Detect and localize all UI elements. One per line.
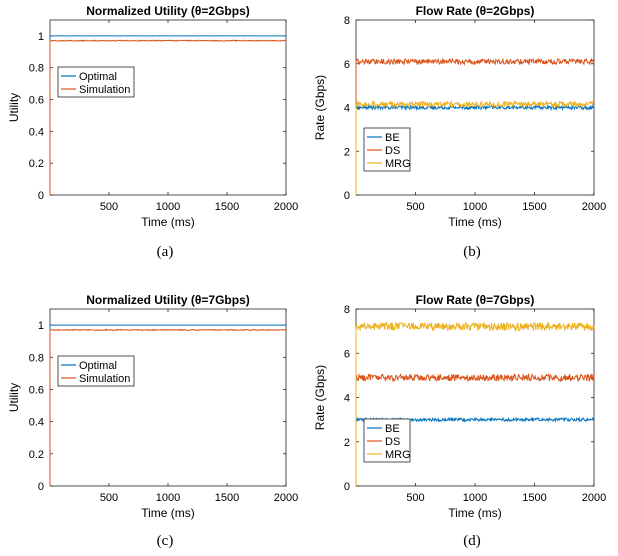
legend-label-mrg: MRG [385, 449, 411, 461]
y-tick-label: 8 [344, 304, 350, 316]
caption-b: (b) [463, 244, 481, 260]
series-line-be [355, 103, 595, 195]
y-tick-label: 2 [344, 437, 350, 449]
y-tick-label: 0.4 [29, 126, 44, 138]
series-line-optimal [49, 324, 286, 486]
legend-box [57, 355, 135, 387]
y-axis-label: Utility [7, 93, 21, 122]
caption-a: (a) [156, 244, 174, 260]
series-line-ds [355, 372, 595, 486]
x-tick-label: 1000 [463, 201, 487, 213]
legend-label-mrg: MRG [385, 158, 411, 170]
x-tick-label: 1000 [463, 492, 487, 504]
y-tick-label: 4 [344, 393, 350, 405]
legend-label-ds: DS [385, 436, 400, 448]
y-tick-label: 0.4 [29, 417, 44, 429]
axes-box [49, 308, 287, 487]
y-tick-label: 0 [344, 190, 350, 202]
x-tick-label: 1500 [522, 492, 546, 504]
y-tick-label: 6 [344, 348, 350, 360]
legend-label-simulation: Simulation [79, 373, 130, 385]
chart-panel-0: Normalized Utility (θ=2Gbps) 0 0.2 0.4 0.6 0.… [7, 4, 298, 229]
series-line-optimal [49, 35, 286, 195]
series-line-mrg [355, 99, 595, 195]
y-tick-label: 8 [344, 15, 350, 27]
x-tick-label: 1500 [522, 201, 546, 213]
legend-label-simulation: Simulation [79, 84, 130, 96]
x-tick-label: 2000 [274, 492, 298, 504]
chart-panel-2: Normalized Utility (θ=7Gbps) 0 0.2 0.4 0.6 0.… [7, 293, 298, 520]
chart-title: Flow Rate (θ=2Gbps) [416, 4, 535, 18]
y-tick-label: 6 [344, 59, 350, 71]
y-tick-label: 0.6 [29, 384, 44, 396]
y-tick-label: 0 [344, 481, 350, 493]
y-axis-label: Utility [7, 383, 21, 412]
y-tick-label: 1 [38, 320, 44, 332]
x-tick-label: 500 [406, 201, 424, 213]
x-tick-label: 500 [100, 201, 118, 213]
y-tick-label: 0.2 [29, 158, 44, 170]
x-tick-label: 2000 [582, 492, 606, 504]
caption-d: (d) [463, 533, 481, 549]
x-tick-label: 1000 [156, 201, 180, 213]
x-axis-label: Time (ms) [448, 215, 502, 229]
y-tick-label: 2 [344, 146, 350, 158]
x-tick-label: 2000 [274, 201, 298, 213]
y-axis-label: Rate (Gbps) [313, 365, 327, 430]
axes-box [49, 19, 287, 196]
y-tick-label: 1 [38, 31, 44, 43]
legend-label-optimal: Optimal [79, 360, 117, 372]
series-line-mrg [355, 320, 595, 486]
y-tick-label: 0.6 [29, 95, 44, 107]
chart-panel-3: Flow Rate (θ=7Gbps) 0 2 4 6 8 500 1000 1500 2000 T… [313, 293, 606, 520]
series-line-ds [355, 57, 595, 195]
y-axis-label: Rate (Gbps) [313, 75, 327, 140]
x-tick-label: 500 [100, 492, 118, 504]
x-tick-label: 1500 [215, 492, 239, 504]
x-axis-label: Time (ms) [448, 506, 502, 520]
chart-panel-1: Flow Rate (θ=2Gbps) 0 2 4 6 8 500 1000 1500 2000 T… [313, 4, 606, 229]
x-tick-label: 1000 [156, 492, 180, 504]
legend-label-be: BE [385, 132, 400, 144]
y-tick-label: 0.8 [29, 352, 44, 364]
x-axis-label: Time (ms) [141, 506, 195, 520]
chart-title: Flow Rate (θ=7Gbps) [416, 293, 535, 307]
legend-box [57, 66, 135, 98]
y-tick-label: 0 [38, 190, 44, 202]
x-tick-label: 500 [406, 492, 424, 504]
series-line-simulation [49, 39, 287, 195]
series-line-simulation [49, 328, 287, 486]
x-tick-label: 1500 [215, 201, 239, 213]
caption-c: (c) [156, 533, 174, 549]
x-axis-label: Time (ms) [141, 215, 195, 229]
x-tick-label: 2000 [582, 201, 606, 213]
chart-title: Normalized Utility (θ=7Gbps) [86, 293, 250, 307]
y-tick-label: 0.8 [29, 63, 44, 75]
chart-title: Normalized Utility (θ=2Gbps) [86, 4, 250, 18]
y-tick-label: 0 [38, 481, 44, 493]
legend-label-ds: DS [385, 145, 400, 157]
y-tick-label: 0.2 [29, 449, 44, 461]
legend-label-be: BE [385, 423, 400, 435]
legend-label-optimal: Optimal [79, 71, 117, 83]
y-tick-label: 4 [344, 103, 350, 115]
